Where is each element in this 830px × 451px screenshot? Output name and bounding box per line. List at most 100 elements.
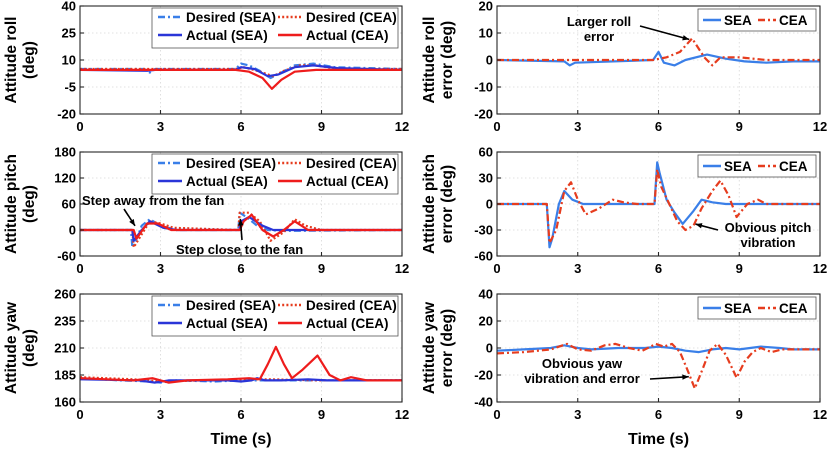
y-tick-label: 180 [54,145,76,160]
x-tick-label: 3 [574,119,581,134]
y-tick-label: 20 [479,314,493,329]
x-tick-label: 3 [574,407,581,422]
y-axis-label-line-1: Attitude roll [3,17,20,104]
series-line-desired-cea [80,211,402,249]
y-axis-label-line-1: Attitude yaw [3,301,20,394]
x-axis-label: Time (s) [628,431,689,448]
annotation-text: vibration [741,235,796,250]
annotation-text: Obvious yaw [542,356,623,371]
y-tick-label: -20 [474,107,493,122]
legend-label: Actual (SEA) [186,174,268,189]
x-tick-label: 12 [813,261,827,276]
annotation-text: Larger roll [567,14,631,29]
legend-label: SEA [724,13,752,28]
y-tick-label: 0 [486,341,493,356]
x-tick-label: 0 [493,119,500,134]
y-tick-label: 120 [54,171,76,186]
legend-label: CEA [779,301,808,316]
chart-yaw-error: 0 3 6 9 12 -40 -20 0 20 40 SEA CEA Obvious yawvibrat… [421,287,827,449]
legend-label: Actual (SEA) [186,28,268,43]
legend-label: Desired (CEA) [306,298,397,313]
x-tick-label: 12 [395,261,409,276]
series-line-actual-sea [79,377,402,384]
x-tick-label: 0 [76,119,83,134]
y-axis-label-line-1: Attitude pitch [3,154,20,254]
x-tick-label: 6 [237,261,244,276]
y-tick-label: 60 [62,197,76,212]
y-tick-label: -20 [57,107,76,122]
y-tick-label: 0 [486,197,493,212]
x-tick-label: 9 [736,261,743,276]
y-tick-label: 210 [54,341,76,356]
annotation-text: vibration and error [524,371,640,386]
legend-label: SEA [724,159,752,174]
annotation-arrow-shaft [649,375,689,380]
y-tick-label: 10 [479,26,493,41]
series-line-sea [496,50,820,67]
legend-label: Desired (CEA) [306,10,397,25]
legend-box [151,153,399,195]
y-tick-label: 0 [486,53,493,68]
y-tick-label: 60 [479,145,493,160]
annotation-text: Step close to the fan [176,242,303,257]
y-tick-label: -60 [474,249,493,264]
legend-label: CEA [779,13,808,28]
annotation-arrowhead [682,35,690,41]
y-tick-label: 10 [62,53,76,68]
x-tick-label: 6 [237,119,244,134]
series-line-desired-sea [80,62,403,80]
y-axis-label-line-2: error (deg) [439,309,456,387]
y-axis-label-line-2: error (deg) [439,21,456,99]
series-line-actual-cea [80,213,402,240]
legend-label: Desired (SEA) [186,10,276,25]
y-tick-label: -10 [474,80,493,95]
y-tick-label: 235 [54,314,76,329]
annotation-text: error [584,29,614,44]
x-tick-label: 6 [655,119,662,134]
legend-box [151,7,399,49]
y-tick-label: -5 [64,80,76,95]
x-tick-label: 6 [655,261,662,276]
legend-box [697,8,817,32]
legend-label: Actual (CEA) [306,316,389,331]
x-tick-label: 6 [237,407,244,422]
x-tick-label: 6 [655,407,662,422]
legend-label: Actual (CEA) [306,174,389,189]
y-axis-label-line-1: Attitude roll [421,17,438,104]
y-tick-label: 185 [54,368,76,383]
series-line-actual-cea [80,68,402,90]
y-axis-label-line-2: error (deg) [439,165,456,243]
annotation-arrowhead [682,374,689,380]
chart-roll: 0 3 6 9 12 -20 -5 10 25 40 Desired (SEA) Desired (C… [3,0,409,134]
x-tick-label: 3 [157,261,164,276]
chart-roll-error: 0 3 6 9 12 -20 -10 0 10 20 SEA CEA Larger roll error … [421,0,827,134]
annotation-arrowhead [129,218,136,226]
annotation-arrowhead [695,223,703,229]
y-tick-label: 40 [62,0,76,14]
legend-label: CEA [779,159,808,174]
y-tick-label: -30 [474,223,493,238]
x-tick-label: 0 [76,407,83,422]
legend-box [697,154,817,178]
series-line-cea [497,168,820,245]
y-tick-label: 40 [479,287,493,302]
y-tick-label: 25 [62,26,76,41]
y-tick-label: -20 [474,368,493,383]
x-axis-label: Time (s) [210,431,271,448]
series-line-sea [496,344,820,354]
y-axis-label-line-1: Attitude yaw [421,301,438,394]
x-tick-label: 12 [813,407,827,422]
y-axis-label-line-1: Attitude pitch [421,154,438,254]
legend-box [151,295,399,337]
y-tick-label: -40 [474,395,493,410]
legend-label: Desired (SEA) [186,298,276,313]
y-tick-label: 260 [54,287,76,302]
chart-yaw: 0 3 6 9 12 160 185 210 235 260 Desired (SEA) Desire… [3,287,409,449]
y-tick-label: 160 [54,395,76,410]
x-tick-label: 0 [493,407,500,422]
y-axis-label-line-2: (deg) [21,329,38,367]
x-tick-label: 9 [736,407,743,422]
x-tick-label: 12 [395,119,409,134]
